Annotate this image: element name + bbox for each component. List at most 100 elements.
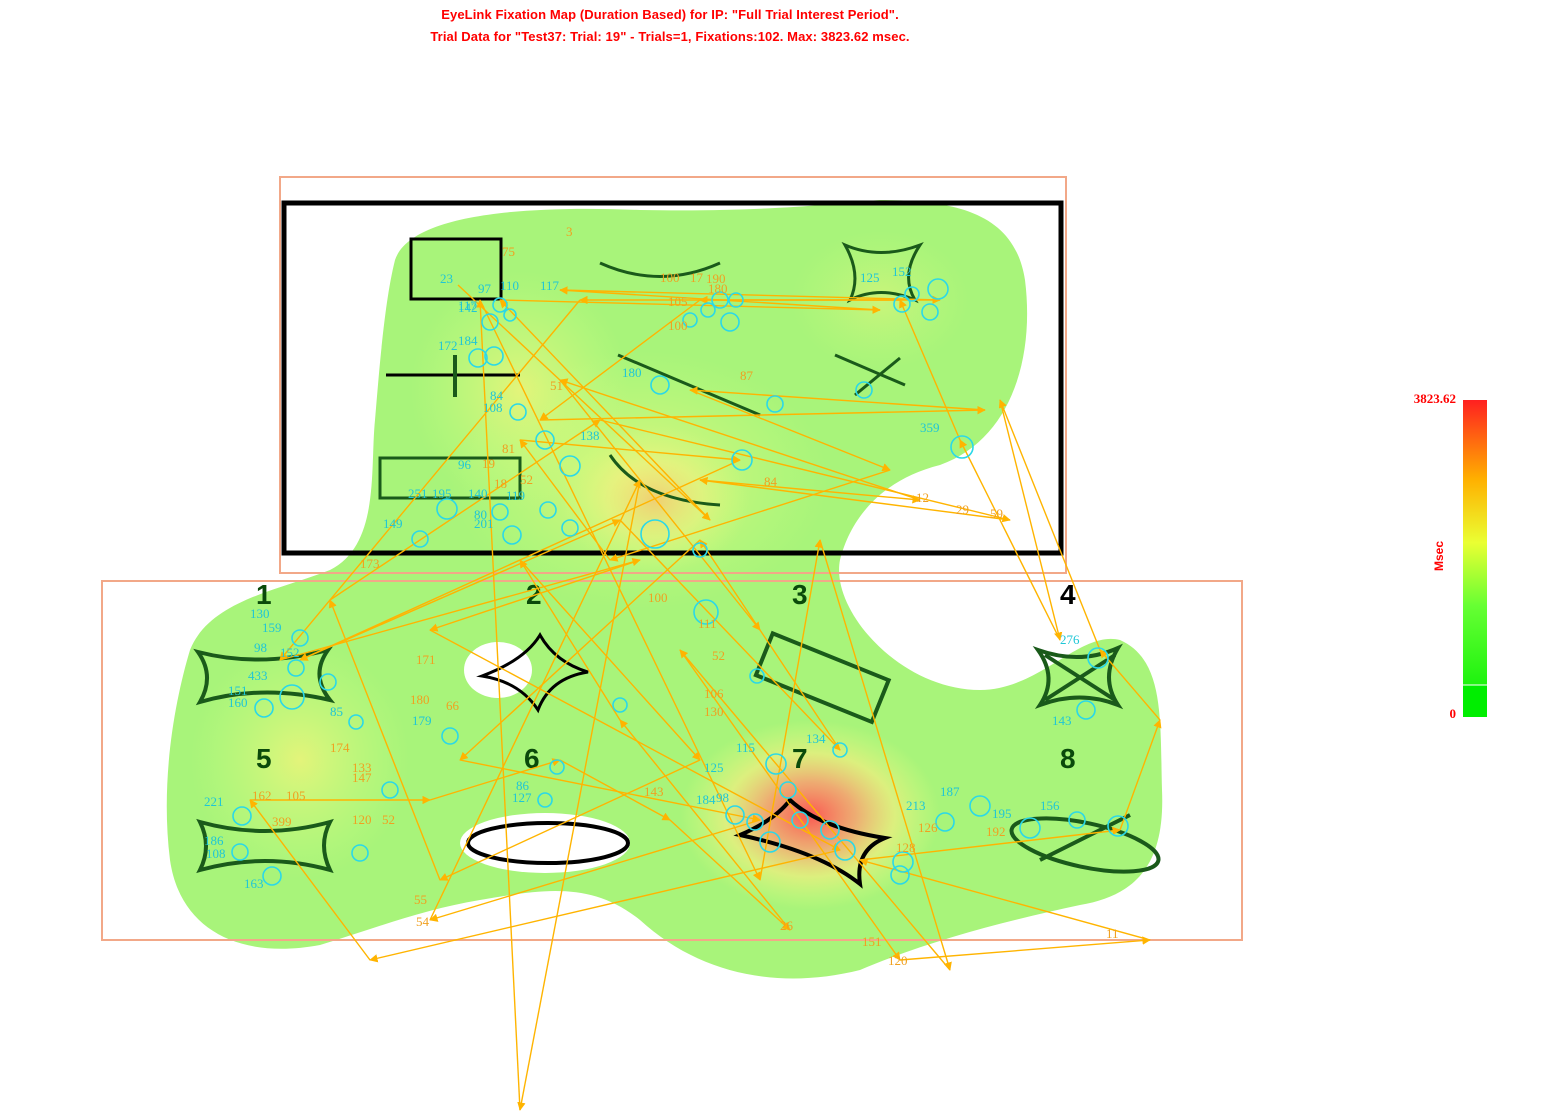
- fixation-circle: [481, 313, 499, 331]
- fixation-circle: [287, 659, 305, 677]
- fixation-circle: [539, 501, 557, 519]
- saccade-arrow: [998, 399, 1101, 651]
- fixation-circle: [319, 673, 337, 691]
- chart-title-line-1: EyeLink Fixation Map (Duration Based) fo…: [441, 7, 899, 22]
- fixation-circle: [766, 395, 784, 413]
- fixation-duration-label: 151: [228, 683, 248, 698]
- saccade-arrow: [669, 819, 791, 931]
- fixation-index-label: 100: [668, 318, 688, 333]
- saccade-arrow: [369, 849, 841, 963]
- fixation-circle: [612, 697, 628, 713]
- fixation-index-label: 190: [706, 271, 726, 286]
- fixation-duration-label: 159: [262, 620, 282, 635]
- stimulus-number-2: 2: [526, 579, 542, 610]
- fixation-circle: [509, 403, 527, 421]
- fixation-index-label: 84: [764, 474, 778, 489]
- stimulus-shapes-bottom: [193, 630, 1161, 889]
- saccade-arrow: [699, 476, 1011, 521]
- fixation-index-label: 162: [252, 788, 272, 803]
- fixation-duration-label: 97: [478, 281, 492, 296]
- fixation-circle: [692, 542, 708, 558]
- fixation-circle: [502, 525, 522, 545]
- fixation-index-label: 173: [360, 556, 380, 571]
- fixation-duration-label: 138: [580, 428, 600, 443]
- fixation-duration-label: 187: [940, 784, 960, 799]
- fixation-duration-label: 119: [506, 488, 525, 503]
- fixation-circle: [935, 812, 955, 832]
- fixation-circle: [711, 291, 729, 309]
- fixation-duration-label: 251: [408, 486, 428, 501]
- saccade-arrow: [1119, 719, 1162, 831]
- fixation-duration-label: 108: [206, 846, 226, 861]
- fixation-duration-label: 115: [736, 740, 755, 755]
- color-scale-min-label: 0: [1450, 706, 1457, 721]
- saccade-arrow: [559, 378, 921, 501]
- fixation-circle: [231, 843, 249, 861]
- fixation-circle: [746, 813, 764, 831]
- fixation-duration-label: 117: [458, 298, 478, 313]
- color-scale-unit-label: Msec: [1432, 541, 1446, 571]
- fixation-circle: [492, 297, 508, 313]
- fixation-duration-label: 152: [892, 264, 912, 279]
- saccade-arrow: [429, 479, 641, 921]
- fixation-circle: [503, 308, 517, 322]
- stimulus-frame: [281, 200, 1064, 556]
- fixation-circle: [436, 498, 458, 520]
- fixation-duration-label: 149: [383, 516, 403, 531]
- fixation-index-label: 128: [896, 840, 916, 855]
- fixation-index-label: 143: [644, 784, 664, 799]
- fixation-circle: [535, 430, 555, 450]
- fixation-duration-label: 85: [330, 704, 343, 719]
- fixation-index-label: 105: [286, 788, 306, 803]
- fixation-index-label: 17: [690, 270, 704, 285]
- fixation-index-label: 180: [708, 281, 728, 296]
- stimulus-number-3: 3: [792, 579, 808, 610]
- saccade-arrow: [429, 819, 761, 922]
- stimulus-number-4: 4: [1060, 579, 1076, 610]
- fixation-circle: [765, 753, 787, 775]
- fixation-duration-label: 152: [280, 645, 300, 660]
- saccade-arrow: [619, 519, 841, 751]
- saccade-arrow: [519, 559, 701, 761]
- saccade-arrow: [959, 439, 1061, 641]
- stimulus-number-1: 1: [256, 579, 272, 610]
- fixation-duration-label: 156: [1040, 798, 1060, 813]
- fixation-index-label: 52: [712, 648, 725, 663]
- saccade-arrow: [279, 557, 641, 661]
- saccade-arrow: [519, 439, 611, 561]
- fixation-duration-label: 84: [490, 388, 504, 403]
- fixation-circle: [904, 286, 920, 302]
- fixation-circle: [969, 795, 991, 817]
- fixation-duration-label: 98: [716, 790, 729, 805]
- fixation-circle: [791, 811, 809, 829]
- saccade-arrow: [476, 299, 521, 1111]
- saccade-arrow: [609, 469, 891, 562]
- fixation-circle: [921, 303, 939, 321]
- saccade-arrow: [619, 719, 791, 931]
- fixation-circle: [537, 792, 553, 808]
- chart-title-line-2: Trial Data for "Test37: Trial: 19" - Tri…: [430, 29, 910, 44]
- saccade-arrow: [599, 419, 1011, 523]
- color-scale: 3823.62 0 Msec: [1414, 391, 1487, 721]
- fixation-duration-label: 142: [458, 300, 478, 315]
- fixation-duration-label: 108: [483, 400, 503, 415]
- saccade-arrow: [899, 299, 961, 441]
- fixation-duration-label: 130: [250, 606, 270, 621]
- fixation-circle: [561, 519, 579, 537]
- fixation-circle: [491, 503, 509, 521]
- saccade-arrow: [539, 405, 986, 421]
- fixation-duration-label: 98: [254, 640, 267, 655]
- saccade-arrow: [479, 299, 761, 881]
- fixation-index-label: 52: [382, 812, 395, 827]
- saccade-arrow: [689, 389, 891, 472]
- saccade-arrow: [699, 479, 921, 504]
- saccade-arrow: [459, 539, 701, 761]
- fixation-index-label: 126: [918, 820, 938, 835]
- saccade-arrow: [499, 299, 881, 314]
- fixation-circle: [892, 851, 914, 873]
- saccade-arrow: [1099, 649, 1161, 721]
- fixation-duration-label: 184: [458, 333, 478, 348]
- saccade-arrow: [819, 539, 952, 971]
- fixation-circle: [650, 375, 670, 395]
